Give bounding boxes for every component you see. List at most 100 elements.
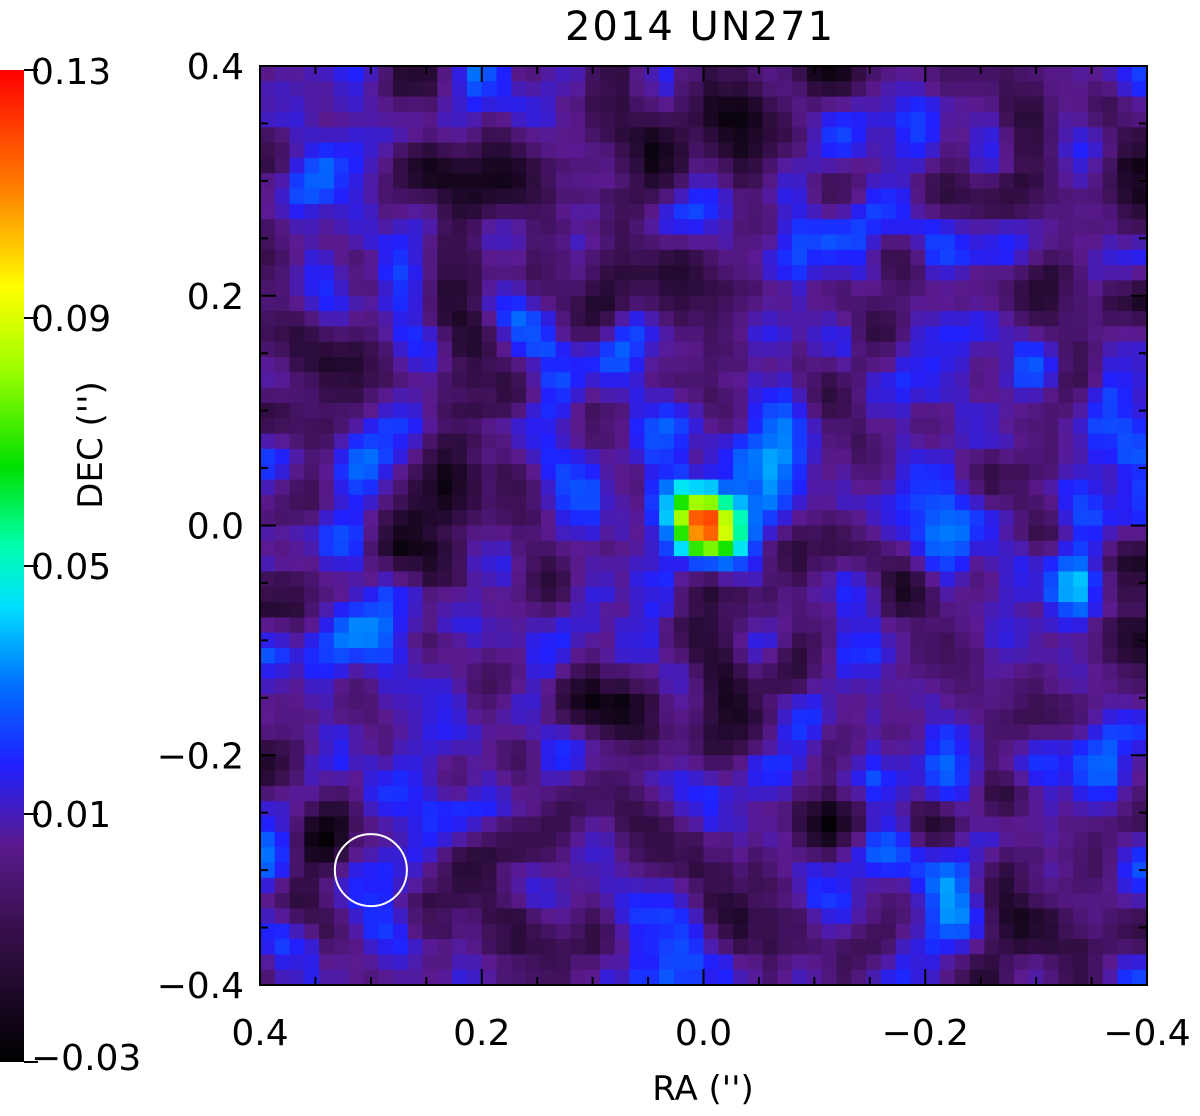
heatmap-cell [733,709,749,726]
heatmap-cell [555,464,572,481]
heatmap-cell [880,571,897,588]
heatmap-cell [481,617,498,634]
heatmap-cell [466,954,483,971]
heatmap-cell [289,402,305,419]
heatmap-cell [496,81,512,98]
heatmap-cell [1028,127,1045,144]
heatmap-cell [1028,617,1045,634]
x-tick-label: −0.2 [882,1013,969,1054]
heatmap-cell [407,617,424,634]
heatmap-cell [1102,525,1119,542]
heatmap-cell [866,923,882,940]
heatmap-cell [570,66,586,82]
heatmap-cell [1028,265,1045,282]
heatmap-cell [895,923,912,940]
heatmap-cell [333,663,350,680]
heatmap-cell [659,571,675,588]
heatmap-cell [437,295,453,312]
heatmap-cell [1058,464,1074,481]
heatmap-cell [688,295,705,312]
heatmap-cell [540,433,557,450]
heatmap-cell [496,66,512,82]
heatmap-cell [274,709,291,726]
heatmap-cell [570,81,586,98]
heatmap-cell [747,678,764,695]
heatmap-cell [496,157,512,174]
heatmap-cell [925,969,941,985]
heatmap-cell [1102,602,1119,618]
heatmap-cell [880,418,897,435]
heatmap-cell [925,724,941,741]
heatmap-cell [688,908,705,925]
heatmap-cell [319,693,335,710]
heatmap-cell [895,709,912,726]
heatmap-cell [555,341,572,358]
heatmap-cell [407,801,424,818]
heatmap-cell [407,556,424,573]
heatmap-cell [481,265,498,282]
heatmap-cell [733,831,749,848]
heatmap-cell [1073,219,1089,236]
heatmap-cell [1043,127,1059,144]
heatmap-cell [1058,724,1074,741]
heatmap-cell [614,939,631,955]
heatmap-cell [851,464,867,481]
heatmap-cell [1087,801,1104,818]
heatmap-cell [422,510,438,527]
heatmap-cell [1132,954,1147,971]
heatmap-cell [1117,540,1133,557]
y-axis-label: DEC ('') [71,381,111,508]
heatmap-cell [733,234,749,251]
heatmap-cell [466,402,483,419]
heatmap-cell [1043,602,1059,618]
heatmap-cell [333,142,350,159]
heatmap-cell [466,617,483,634]
heatmap-cell [644,326,660,343]
heatmap-cell [792,433,808,450]
heatmap-cell [777,678,793,695]
heatmap-cell [437,877,453,894]
heatmap-cell [319,602,335,618]
heatmap-cell [363,357,379,373]
heatmap-cell [526,433,542,450]
heatmap-cell [718,464,734,481]
heatmap-cell [274,571,291,588]
heatmap-cell [304,770,320,787]
heatmap-cell [954,755,971,772]
heatmap-cell [1073,280,1089,297]
heatmap-cell [289,816,305,833]
heatmap-cell [866,387,882,404]
heatmap-cell [437,464,453,481]
heatmap-cell [747,571,764,588]
heatmap-cell [999,678,1015,695]
heatmap-cell [851,617,867,634]
heatmap-cell [540,326,557,343]
heatmap-cell [526,617,542,634]
heatmap-cell [260,571,276,588]
heatmap-cell [348,142,365,159]
heatmap-cell [600,893,616,910]
heatmap-cell [319,372,335,389]
heatmap-cell [792,678,808,695]
heatmap-cell [378,893,394,910]
heatmap-cell [1043,847,1059,864]
heatmap-cell [733,648,749,664]
heatmap-cell [614,923,631,940]
heatmap-cell [260,556,276,573]
heatmap-cell [600,602,616,618]
heatmap-cell [659,525,675,542]
heatmap-cell [688,219,705,236]
heatmap-cell [393,862,409,879]
heatmap-cell [1117,81,1133,98]
heatmap-cell [1132,81,1147,98]
heatmap-cell [940,203,956,220]
heatmap-cell [304,954,320,971]
heatmap-cell [806,816,823,833]
heatmap-cell [688,617,705,634]
heatmap-cell [925,357,941,373]
heatmap-cell [1058,326,1074,343]
heatmap-cell [836,724,852,741]
heatmap-cell [333,280,350,297]
heatmap-cell [688,770,705,787]
heatmap-cell [984,464,1000,481]
